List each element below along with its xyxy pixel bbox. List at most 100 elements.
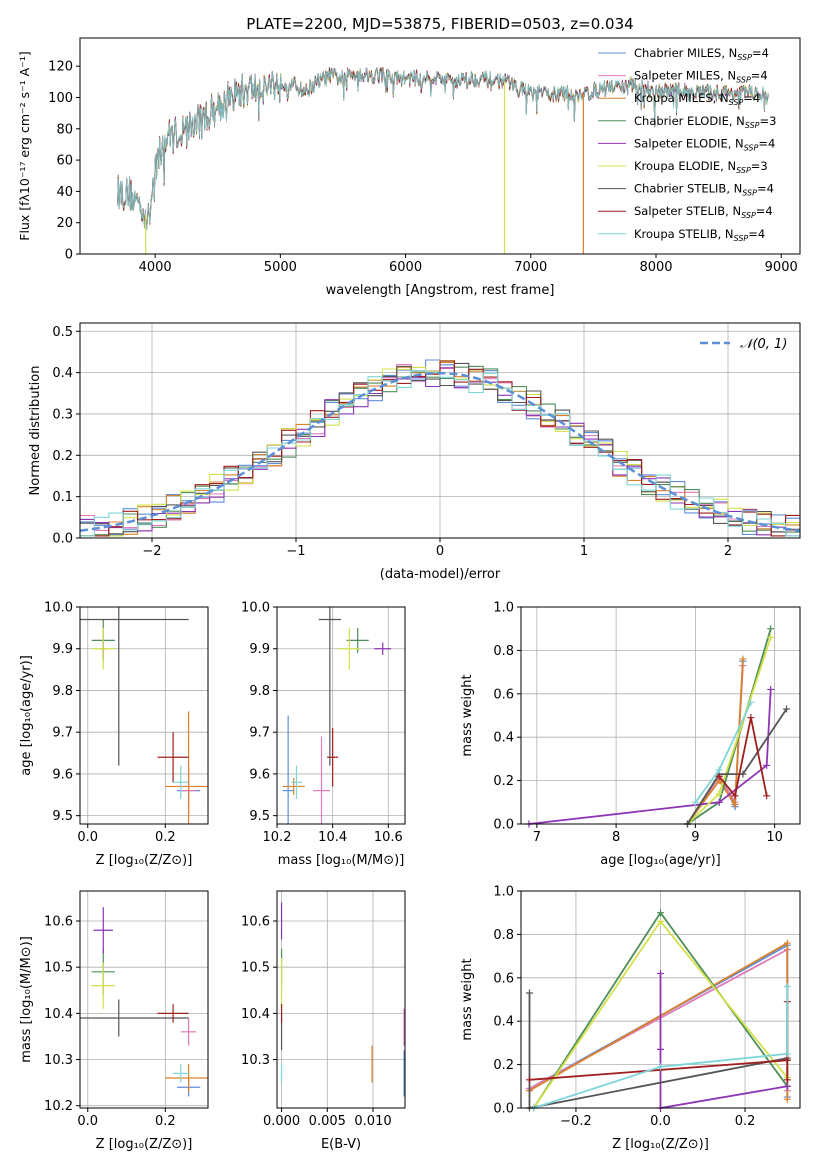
weight-vs-z-xtick-label: 0.0 [650, 1114, 671, 1129]
age-vs-z-ytick-label: 9.7 [52, 726, 73, 741]
legend-label-main: Salpeter STELIB, N [634, 204, 741, 218]
mass-vs-ebv-ytick-label: 10.4 [241, 1007, 270, 1022]
mass-vs-ebv-ytick-label: 10.6 [241, 915, 270, 930]
mass-vs-ebv-ytick-label: 10.3 [241, 1053, 270, 1068]
mass-vs-z-ytick-label: 10.2 [44, 1099, 73, 1114]
weight-vs-z-xtick-label: −0.2 [560, 1114, 592, 1129]
weight-vs-z-marker-salpeter_elodie [783, 1082, 791, 1090]
residuals-xtick-label: −2 [142, 544, 161, 559]
weight-vs-z-marker-chabrier_stelib [525, 989, 533, 997]
residuals-ytick-label: 0.3 [52, 407, 73, 422]
weight-vs-age-marker-chabrier_stelib [783, 705, 791, 713]
weight-vs-age-ytick-label: 1.0 [493, 601, 514, 616]
residuals-ytick-label: 0.5 [52, 325, 73, 340]
legend-label-main: Salpeter MILES, N [634, 69, 736, 83]
spectrum-ytick-label: 120 [48, 60, 73, 75]
age-vs-z-ytick-label: 10.0 [44, 601, 73, 616]
legend-label-main: Salpeter ELODIE, N [634, 136, 744, 150]
weight-vs-age-line-salpeter_stelib [718, 717, 768, 798]
legend-label-tail: =4 [751, 69, 768, 83]
residuals-ytick-label: 0.1 [52, 490, 73, 505]
residuals-xlabel: (data-model)/error [380, 567, 501, 582]
age-vs-mass-ytick-label: 9.9 [249, 642, 270, 657]
mass-vs-z-xlabel: Z [log₁₀(Z/Z⊙)] [96, 1137, 193, 1152]
weight-vs-z-xlabel: Z [log₁₀(Z/Z⊙)] [612, 1137, 709, 1152]
legend-label-main: Kroupa ELODIE, N [634, 159, 736, 173]
weight-vs-age-ytick-label: 0.0 [493, 818, 514, 833]
legend-label-tail: =4 [748, 227, 765, 241]
legend-label-main: Chabrier MILES, N [634, 46, 737, 60]
weight-vs-z-marker-kroupa_stelib [783, 1050, 791, 1058]
residuals-frame [79, 322, 801, 539]
mass-vs-z-frame [79, 890, 209, 1109]
legend-label-tail: =4 [757, 182, 774, 196]
weight-vs-age-ytick-label: 0.4 [493, 731, 514, 746]
legend-label-tail: =3 [751, 159, 768, 173]
weight-vs-age-ytick-label: 0.2 [493, 774, 514, 789]
weight-vs-age-marker-salpeter_stelib [715, 772, 723, 780]
weight-vs-z-xtick-label: 0.2 [735, 1114, 756, 1129]
weight-vs-z-marker-kroupa_miles [783, 1095, 791, 1103]
spectrum-legend-label: Chabrier STELIB, NSSP=4 [634, 182, 774, 198]
mass-vs-ebv-xtick-label: 0.010 [354, 1114, 391, 1129]
spectrum-ytick-label: 40 [56, 185, 73, 200]
legend-label-tail: =4 [758, 136, 775, 150]
weight-vs-age-xtick-label: 7 [533, 830, 541, 845]
weight-vs-z-marker-salpeter_elodie [657, 1045, 664, 1053]
spectrum-legend-label: Chabrier MILES, NSSP=4 [634, 46, 769, 62]
spectrum-legend-label: Salpeter MILES, NSSP=4 [634, 69, 768, 85]
weight-vs-z-marker-salpeter_stelib [783, 1076, 791, 1084]
legend-label-tail: =3 [760, 114, 777, 128]
spectrum-ylabel: Flux [fλ10⁻¹⁷ erg cm⁻² s⁻¹ A⁻¹] [17, 51, 32, 240]
spectrum-legend-label: Chabrier ELODIE, NSSP=3 [634, 114, 776, 130]
weight-vs-age-xtick-label: 8 [612, 830, 620, 845]
mass-vs-z-ytick-label: 10.6 [44, 915, 73, 930]
legend-label-sub: SSP [729, 98, 744, 107]
weight-vs-z-ytick-label: 0.0 [493, 1102, 514, 1117]
legend-label-main: Chabrier ELODIE, N [634, 114, 745, 128]
weight-vs-age-marker-chabrier_elodie [767, 625, 775, 633]
legend-label-sub: SSP [745, 121, 760, 130]
mass-vs-z-ylabel: mass [log₁₀(M/M⊙)] [19, 936, 34, 1063]
weight-vs-age-marker-kroupa_stelib [715, 766, 723, 774]
weight-vs-z-marker-kroupa_miles [783, 939, 791, 947]
legend-label-sub: SSP [744, 143, 759, 152]
spectrum-legend-label: Kroupa ELODIE, NSSP=3 [634, 159, 768, 175]
weight-vs-age-frame [520, 606, 801, 825]
mass-vs-z-ytick-label: 10.5 [44, 961, 73, 976]
weight-vs-age-marker-salpeter_elodie [763, 761, 771, 769]
age-vs-z-ytick-label: 9.6 [52, 767, 73, 782]
age-vs-z-ylabel: age [log₁₀(age/yr)] [19, 655, 34, 776]
spectrum-xtick-label: 9000 [765, 260, 798, 275]
legend-label-sub: SSP [742, 189, 757, 198]
age-vs-z-xtick-label: 0.2 [155, 830, 176, 845]
spectrum-legend-label: Kroupa MILES, NSSP=4 [634, 91, 760, 107]
age-vs-mass-ytick-label: 9.6 [249, 767, 270, 782]
weight-vs-age-marker-kroupa_miles [731, 800, 739, 808]
residuals-ytick-label: 0.2 [52, 449, 73, 464]
legend-label-tail: =4 [743, 91, 760, 105]
spectrum-xtick-label: 6000 [389, 260, 422, 275]
mass-vs-ebv-frame [276, 890, 406, 1109]
spectrum-ytick-label: 60 [56, 154, 73, 169]
age-vs-mass-xlabel: mass [log₁₀(M/M⊙)] [278, 853, 405, 868]
spectrum-ytick-label: 0 [65, 248, 73, 263]
weight-vs-age-xtick-label: 9 [691, 830, 699, 845]
figure-title: PLATE=2200, MJD=53875, FIBERID=0503, z=0… [246, 15, 633, 33]
spectrum-line-kroupa_stelib [117, 67, 769, 231]
spectrum-ytick-label: 80 [56, 122, 73, 137]
age-vs-mass-ytick-label: 10.0 [241, 601, 270, 616]
legend-label-sub: SSP [734, 234, 749, 243]
weight-vs-z-ytick-label: 0.2 [493, 1058, 514, 1073]
weight-vs-z-ytick-label: 1.0 [493, 885, 514, 900]
weight-vs-age-ylabel: mass weight [460, 674, 475, 756]
mass-vs-z-xtick-label: 0.2 [155, 1114, 176, 1129]
weight-vs-age-marker-kroupa_elodie [767, 633, 775, 641]
legend-label-sub: SSP [737, 53, 752, 62]
age-vs-mass-ytick-label: 9.5 [249, 809, 270, 824]
spectrum-legend-label: Salpeter ELODIE, NSSP=4 [634, 136, 775, 152]
age-vs-z-xtick-label: 0.0 [77, 830, 98, 845]
spectrum-xtick-label: 7000 [514, 260, 547, 275]
legend-label-main: Kroupa STELIB, N [634, 227, 734, 241]
weight-vs-age-xlabel: age [log₁₀(age/yr)] [600, 853, 721, 868]
